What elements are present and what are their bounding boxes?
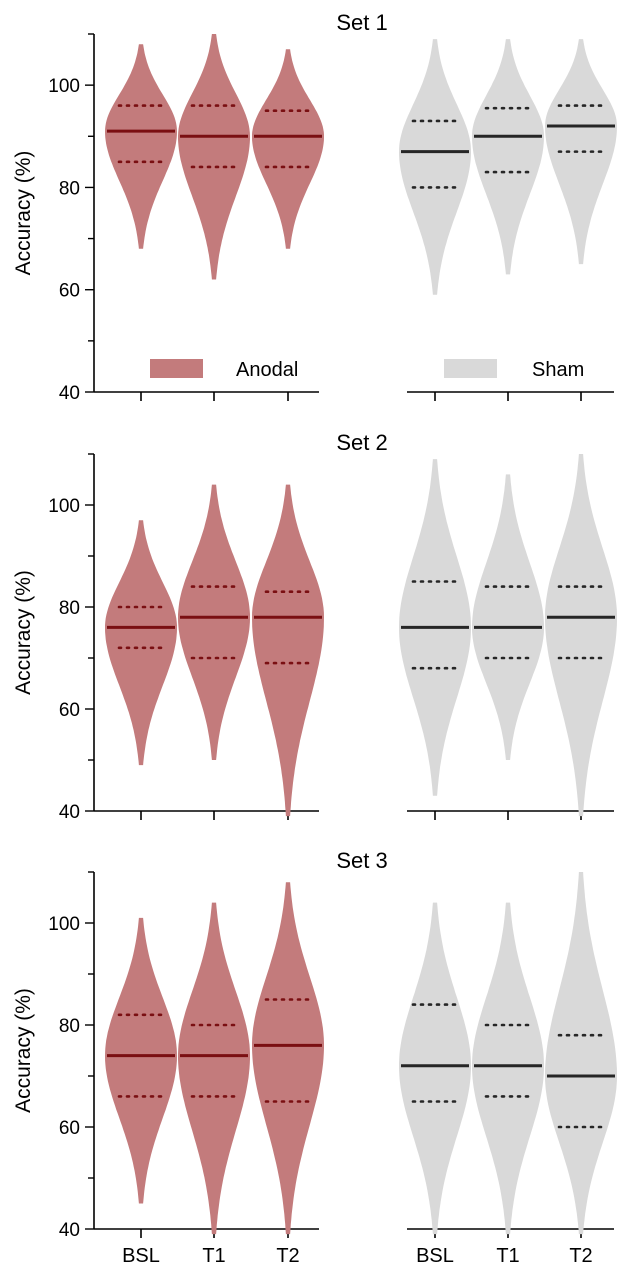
legend: Anodal Sham xyxy=(150,359,584,381)
legend-swatch-sham xyxy=(444,359,497,378)
sham-violin-t2 xyxy=(545,872,617,1234)
y-tick-label: 60 xyxy=(59,1118,80,1139)
y-tick-label: 40 xyxy=(59,802,80,823)
anodal-violin-t1 xyxy=(178,903,250,1235)
x-tick-label: T1 xyxy=(496,1245,519,1267)
sham-violin-t2 xyxy=(545,39,617,264)
anodal-violin-bsl xyxy=(105,918,177,1204)
x-tick-label: BSL xyxy=(122,1245,160,1267)
y-axis-label: Accuracy (%) xyxy=(12,151,35,276)
y-tick-label: 60 xyxy=(59,700,80,721)
anodal-violin-t2 xyxy=(252,49,324,249)
legend-label-sham: Sham xyxy=(532,359,584,381)
panel-set-1: Set 1 40 60 80 100 Accuracy (%) Anodal Sham xyxy=(12,10,617,404)
y-tick-label: 80 xyxy=(59,1016,80,1037)
anodal-violin-t1 xyxy=(178,485,250,760)
sham-violin-bsl xyxy=(399,903,471,1235)
x-tick-label: T2 xyxy=(276,1245,299,1267)
y-axis-label: Accuracy (%) xyxy=(12,570,35,695)
y-tick-label: 40 xyxy=(59,383,80,404)
panel-title: Set 3 xyxy=(336,848,387,873)
x-tick-label: T1 xyxy=(202,1245,225,1267)
y-tick-label: 100 xyxy=(48,76,80,97)
legend-label-anodal: Anodal xyxy=(236,359,298,381)
y-tick-label: 100 xyxy=(48,914,80,935)
legend-swatch-anodal xyxy=(150,359,203,378)
x-tick-label: BSL xyxy=(416,1245,454,1267)
panel-title: Set 1 xyxy=(336,10,387,35)
x-tick-label: T2 xyxy=(569,1245,592,1267)
y-tick-label: 80 xyxy=(59,178,80,199)
y-axis-label: Accuracy (%) xyxy=(12,988,35,1113)
y-tick-label: 60 xyxy=(59,281,80,302)
y-tick-label: 40 xyxy=(59,1220,80,1241)
sham-violin-bsl xyxy=(399,39,471,295)
anodal-violin-bsl xyxy=(105,44,177,249)
anodal-violin-t1 xyxy=(178,34,250,280)
sham-violin-t1 xyxy=(472,903,544,1235)
sham-violin-t1 xyxy=(472,474,544,760)
y-tick-label: 80 xyxy=(59,598,80,619)
panel-set-2: Set 2 40 60 80 100 Accuracy (%) xyxy=(12,430,617,823)
panel-title: Set 2 xyxy=(336,430,387,455)
sham-violin-t2 xyxy=(545,454,617,816)
sham-violin-t1 xyxy=(472,39,544,274)
panel-set-3: Set 3 40 60 80 100 Accuracy (%) BSL T1 T2 BSL T1 T2 xyxy=(12,848,617,1267)
anodal-violin-t2 xyxy=(252,882,324,1234)
anodal-violin-bsl xyxy=(105,520,177,765)
y-tick-label: 100 xyxy=(48,496,80,517)
anodal-violin-t2 xyxy=(252,485,324,816)
